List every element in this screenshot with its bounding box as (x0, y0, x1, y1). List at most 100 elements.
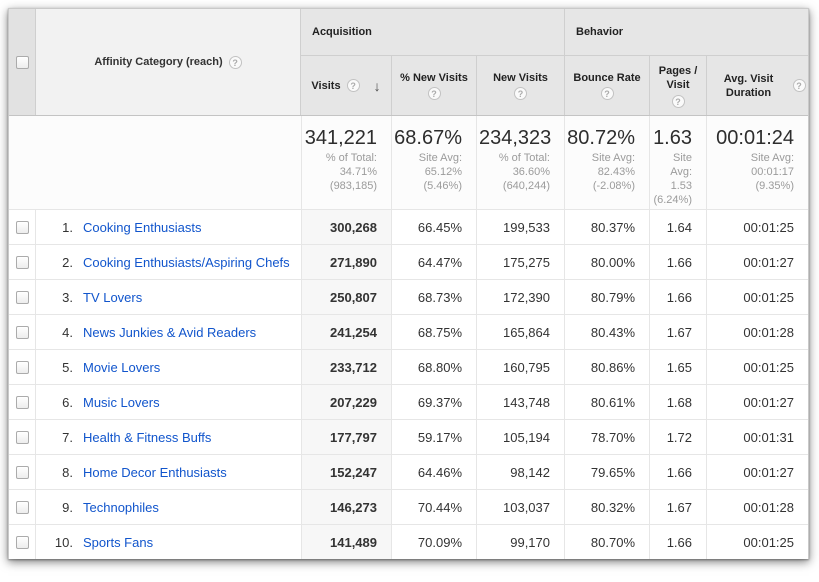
row-rank: 10. (54, 534, 73, 550)
affinity-category-link[interactable]: Cooking Enthusiasts (83, 219, 202, 235)
group-header-acquisition: Acquisition (301, 9, 564, 56)
affinity-category-link[interactable]: News Junkies & Avid Readers (83, 324, 257, 340)
new-visits-cell: 99,170 (476, 525, 564, 559)
affinity-category-link[interactable]: Cooking Enthusiasts/Aspiring Chefs (83, 254, 290, 270)
row-checkbox[interactable] (15, 360, 29, 374)
row-rank: 9. (62, 499, 73, 515)
totals-avg-visit-duration-value: 00:01:24 (716, 127, 794, 149)
select-all-checkbox[interactable] (15, 55, 29, 69)
row-rank: 6. (62, 394, 73, 410)
row-rank: 1. (62, 219, 73, 235)
bounce-rate-cell: 80.32% (564, 490, 649, 524)
row-checkbox[interactable] (15, 395, 29, 409)
table-row: 9. Technophiles 146,273 70.44% 103,037 80… (9, 489, 808, 524)
pct-new-visits-cell: 64.46% (391, 455, 476, 489)
pages-visit-cell: 1.67 (649, 490, 706, 524)
pages-visit-cell: 1.72 (649, 420, 706, 454)
visits-cell: 300,268 (301, 210, 391, 244)
table-row: 6. Music Lovers 207,229 69.37% 143,748 80… (9, 384, 808, 419)
pages-visit-cell: 1.66 (649, 455, 706, 489)
pct-new-visits-label: % New Visits (400, 71, 468, 84)
pages-visit-cell: 1.66 (649, 280, 706, 314)
visits-cell: 146,273 (301, 490, 391, 524)
totals-row: 341,221 % of Total: 34.71% (983,185) 68.… (9, 116, 808, 209)
pct-new-visits-cell: 64.47% (391, 245, 476, 279)
bounce-rate-cell: 80.70% (564, 525, 649, 559)
help-icon[interactable]: ? (600, 86, 614, 100)
bounce-rate-cell: 78.70% (564, 420, 649, 454)
bounce-rate-cell: 80.00% (564, 245, 649, 279)
affinity-category-link[interactable]: Home Decor Enthusiasts (83, 464, 227, 480)
avg-visit-duration-cell: 00:01:27 (706, 245, 808, 279)
help-icon[interactable]: ? (514, 86, 527, 100)
table-row: 3. TV Lovers 250,807 68.73% 172,390 80.79… (9, 279, 808, 314)
totals-pages-visit: 1.63 Site Avg: 1.53 (6.24%) (649, 116, 706, 209)
help-icon[interactable]: ? (427, 86, 441, 100)
help-icon[interactable]: ? (346, 79, 360, 92)
visits-cell: 177,797 (301, 420, 391, 454)
pct-new-visits-cell: 59.17% (391, 420, 476, 454)
analytics-data-table: Affinity Category (reach) ? Acquisition … (8, 8, 809, 559)
row-checkbox[interactable] (15, 255, 29, 269)
new-visits-cell: 165,864 (476, 315, 564, 349)
affinity-category-link[interactable]: Music Lovers (83, 394, 160, 410)
table-row: 1. Cooking Enthusiasts 300,268 66.45% 199… (9, 209, 808, 244)
table-row: 2. Cooking Enthusiasts/Aspiring Chefs 271… (9, 244, 808, 279)
pages-visit-cell: 1.68 (649, 385, 706, 419)
help-icon[interactable]: ? (671, 94, 685, 108)
row-rank: 8. (62, 464, 73, 480)
new-visits-cell: 98,142 (476, 455, 564, 489)
affinity-category-link[interactable]: Sports Fans (83, 534, 154, 550)
pages-visit-cell: 1.64 (649, 210, 706, 244)
help-icon[interactable]: ? (792, 79, 806, 92)
column-header-visits[interactable]: Visits ? ↓ (301, 56, 391, 115)
bounce-rate-cell: 79.65% (564, 455, 649, 489)
visits-cell: 271,890 (301, 245, 391, 279)
column-header-bounce-rate[interactable]: Bounce Rate ? (564, 56, 649, 115)
pct-new-visits-cell: 66.45% (391, 210, 476, 244)
table-header: Affinity Category (reach) ? Acquisition … (9, 9, 808, 116)
totals-spacer (9, 116, 301, 209)
column-header-avg-visit-duration[interactable]: Avg. Visit Duration ? (706, 56, 808, 115)
bounce-rate-cell: 80.37% (564, 210, 649, 244)
bounce-rate-cell: 80.79% (564, 280, 649, 314)
new-visits-cell: 103,037 (476, 490, 564, 524)
totals-pages-visit-value: 1.63 (653, 127, 692, 149)
column-header-pct-new-visits[interactable]: % New Visits ? (391, 56, 476, 115)
affinity-category-link[interactable]: TV Lovers (83, 289, 143, 305)
column-header-affinity-category[interactable]: Affinity Category (reach) ? (36, 9, 301, 115)
avg-visit-duration-cell: 00:01:31 (706, 420, 808, 454)
row-checkbox[interactable] (15, 535, 29, 549)
row-rank: 5. (62, 359, 73, 375)
column-header-pages-visit[interactable]: Pages / Visit ? (649, 56, 706, 115)
visits-cell: 141,489 (301, 525, 391, 559)
pages-visit-cell: 1.66 (649, 525, 706, 559)
new-visits-cell: 143,748 (476, 385, 564, 419)
row-checkbox[interactable] (15, 500, 29, 514)
row-checkbox[interactable] (15, 325, 29, 339)
affinity-category-link[interactable]: Technophiles (83, 499, 159, 515)
visits-cell: 207,229 (301, 385, 391, 419)
pct-new-visits-cell: 68.73% (391, 280, 476, 314)
table-row: 10. Sports Fans 141,489 70.09% 99,170 80.… (9, 524, 808, 559)
pct-new-visits-cell: 68.75% (391, 315, 476, 349)
help-icon[interactable]: ? (228, 55, 242, 69)
pages-visit-label: Pages / Visit (658, 64, 698, 91)
row-checkbox[interactable] (15, 430, 29, 444)
totals-bounce-rate-value: 80.72% (567, 127, 635, 149)
pages-visit-cell: 1.67 (649, 315, 706, 349)
new-visits-cell: 199,533 (476, 210, 564, 244)
affinity-category-link[interactable]: Health & Fitness Buffs (83, 429, 212, 445)
behavior-label: Behavior (576, 26, 624, 38)
totals-bounce-rate: 80.72% Site Avg: 82.43% (-2.08%) (564, 116, 649, 209)
row-checkbox[interactable] (15, 290, 29, 304)
row-checkbox[interactable] (15, 220, 29, 234)
avg-visit-duration-cell: 00:01:27 (706, 385, 808, 419)
sort-descending-icon: ↓ (373, 77, 381, 94)
table-row: 4. News Junkies & Avid Readers 241,254 68… (9, 314, 808, 349)
row-checkbox[interactable] (15, 465, 29, 479)
affinity-category-link[interactable]: Movie Lovers (83, 359, 161, 375)
column-header-new-visits[interactable]: New Visits ? (476, 56, 564, 115)
table-row: 5. Movie Lovers 233,712 68.80% 160,795 80… (9, 349, 808, 384)
new-visits-cell: 105,194 (476, 420, 564, 454)
